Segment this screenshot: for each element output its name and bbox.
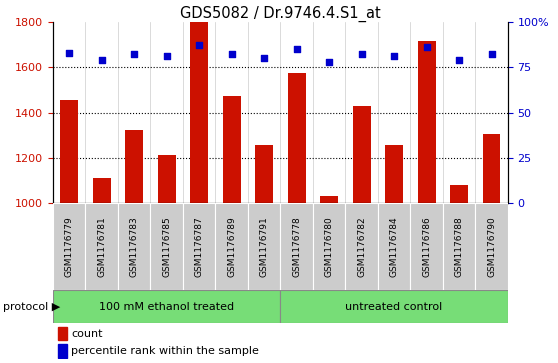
Bar bbox=[417, 41, 435, 203]
Bar bbox=[353, 106, 371, 203]
Bar bbox=[151, 203, 183, 290]
Point bbox=[162, 53, 171, 59]
Text: GSM1176788: GSM1176788 bbox=[455, 216, 464, 277]
Text: GSM1176787: GSM1176787 bbox=[195, 216, 204, 277]
Point bbox=[455, 57, 464, 63]
Bar bbox=[248, 203, 281, 290]
Point bbox=[195, 42, 204, 48]
Point bbox=[487, 52, 496, 57]
Bar bbox=[57, 327, 66, 340]
Bar bbox=[53, 203, 85, 290]
Point bbox=[325, 59, 334, 65]
Text: GSM1176779: GSM1176779 bbox=[65, 216, 74, 277]
Bar bbox=[280, 290, 508, 323]
Text: GSM1176782: GSM1176782 bbox=[357, 216, 366, 277]
Point bbox=[259, 55, 268, 61]
Text: 100 mM ethanol treated: 100 mM ethanol treated bbox=[99, 302, 234, 312]
Point bbox=[130, 52, 139, 57]
Bar bbox=[93, 178, 110, 203]
Bar bbox=[190, 22, 208, 203]
Bar bbox=[158, 155, 176, 203]
Text: untreated control: untreated control bbox=[345, 302, 442, 312]
Bar bbox=[385, 146, 403, 203]
Bar bbox=[475, 203, 508, 290]
Bar bbox=[255, 146, 273, 203]
Point bbox=[357, 52, 366, 57]
Bar bbox=[320, 196, 338, 203]
Text: GSM1176783: GSM1176783 bbox=[129, 216, 139, 277]
Text: protocol ▶: protocol ▶ bbox=[3, 302, 60, 312]
Text: GSM1176786: GSM1176786 bbox=[422, 216, 431, 277]
Text: GSM1176784: GSM1176784 bbox=[389, 216, 398, 277]
Bar bbox=[85, 203, 118, 290]
Bar bbox=[215, 203, 248, 290]
Point bbox=[389, 53, 398, 59]
Bar bbox=[483, 134, 501, 203]
Text: GSM1176790: GSM1176790 bbox=[487, 216, 496, 277]
Bar bbox=[288, 73, 306, 203]
Bar bbox=[443, 203, 475, 290]
Bar bbox=[57, 344, 66, 358]
Bar bbox=[345, 203, 378, 290]
Bar bbox=[126, 130, 143, 203]
Text: GSM1176778: GSM1176778 bbox=[292, 216, 301, 277]
Bar bbox=[313, 203, 345, 290]
Text: GSM1176785: GSM1176785 bbox=[162, 216, 171, 277]
Title: GDS5082 / Dr.9746.4.S1_at: GDS5082 / Dr.9746.4.S1_at bbox=[180, 5, 381, 22]
Text: GSM1176781: GSM1176781 bbox=[97, 216, 106, 277]
Point bbox=[292, 46, 301, 52]
Text: GSM1176791: GSM1176791 bbox=[259, 216, 268, 277]
Text: count: count bbox=[71, 329, 103, 339]
Point bbox=[422, 44, 431, 50]
Bar bbox=[450, 185, 468, 203]
Bar bbox=[280, 203, 313, 290]
Bar bbox=[53, 290, 281, 323]
Bar bbox=[223, 95, 240, 203]
Point bbox=[97, 57, 106, 63]
Point bbox=[227, 52, 236, 57]
Text: GSM1176780: GSM1176780 bbox=[325, 216, 334, 277]
Point bbox=[65, 50, 74, 56]
Bar bbox=[410, 203, 443, 290]
Bar bbox=[60, 100, 78, 203]
Text: GSM1176789: GSM1176789 bbox=[227, 216, 236, 277]
Bar bbox=[378, 203, 410, 290]
Bar bbox=[183, 203, 215, 290]
Bar bbox=[118, 203, 151, 290]
Text: percentile rank within the sample: percentile rank within the sample bbox=[71, 346, 259, 356]
